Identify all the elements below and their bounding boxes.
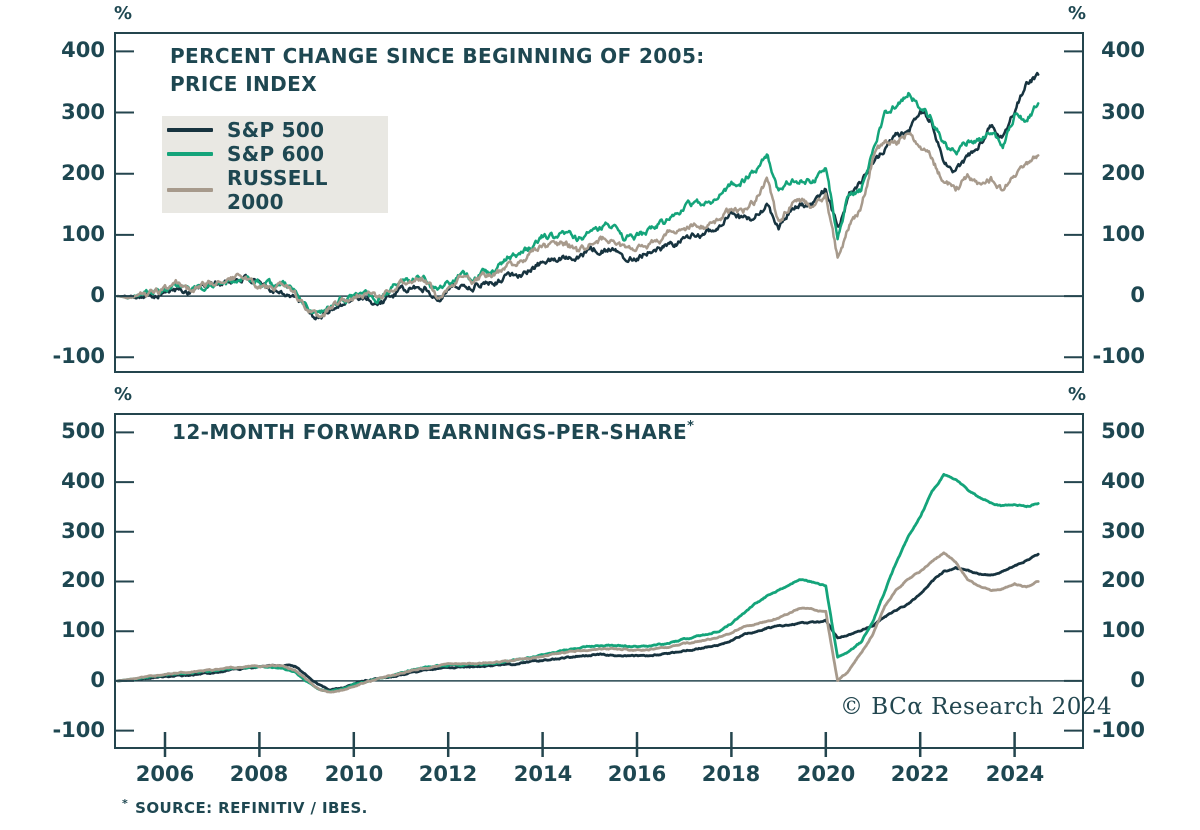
plot-border-top [114,32,1084,373]
panel-top [114,32,1084,373]
bottom-panel-title: 12-MONTH FORWARD EARNINGS-PER-SHARE* [172,419,694,444]
x-tick-label: 2006 [135,762,195,786]
top-panel-title-line1: PERCENT CHANGE SINCE BEGINNING OF 2005: [170,44,705,68]
legend: S&P 500 S&P 600 RUSSELL 2000 [162,116,388,214]
y-tick-label-left: 300 [61,100,105,124]
x-tick-label: 2016 [607,762,667,786]
legend-label-sp500: S&P 500 [227,118,325,142]
x-tick-label: 2010 [324,762,384,786]
top-panel-title-line2: PRICE INDEX [170,72,318,96]
percent-sign-top-left: % [113,3,133,24]
y-tick-label-right: 100 [1101,618,1145,642]
y-tick-label-right: 300 [1101,519,1145,543]
y-tick-label-left: 500 [61,419,105,443]
y-tick-label-right: 300 [1101,100,1145,124]
y-tick-label-left: 100 [61,618,105,642]
series-line-russell2000-bottom [116,551,1040,694]
legend-item-russell2000: RUSSELL 2000 [162,166,388,214]
footnote-text: SOURCE: REFINITIV / IBES. [135,799,368,817]
copyright: © BCα Research 2024 [840,694,1113,720]
series-line-sp500-bottom [116,552,1040,692]
x-tick-label: 2014 [513,762,573,786]
y-tick-label-right: 200 [1101,568,1145,592]
y-tick-label-left: 400 [61,38,105,62]
plot-border-bottom [114,413,1084,749]
x-tick-label: 2022 [890,762,950,786]
x-tick-label: 2018 [701,762,761,786]
y-tick-label-left: 100 [61,222,105,246]
source-footnote: * SOURCE: REFINITIV / IBES. [122,797,368,817]
footnote-asterisk: * [122,797,129,810]
y-tick-label-right: 0 [1130,283,1145,307]
x-tick-label: 2020 [796,762,856,786]
y-tick-label-right: 500 [1101,419,1145,443]
y-tick-label-right: -100 [1092,344,1145,368]
series-line-sp500-top [116,71,1040,321]
y-tick-label-left: 0 [90,283,105,307]
legend-label-sp600: S&P 600 [227,142,325,166]
series-line-russell2000-top [116,131,1040,319]
legend-item-sp600: S&P 600 [162,142,388,166]
legend-swatch-russell2000-line [167,188,213,192]
legend-swatch-sp500-line [167,128,213,132]
y-tick-label-right: 400 [1101,469,1145,493]
y-tick-label-right: 400 [1101,38,1145,62]
legend-swatch-sp600-line [167,152,213,156]
y-tick-label-right: 100 [1101,222,1145,246]
bottom-panel-title-footnote-mark: * [687,419,694,434]
panel-bottom [114,413,1084,757]
y-tick-label-right: 200 [1101,161,1145,185]
top-panel-title: PERCENT CHANGE SINCE BEGINNING OF 2005: … [170,42,705,98]
y-tick-label-left: 400 [61,469,105,493]
legend-item-sp500: S&P 500 [162,118,388,142]
legend-label-russell2000: RUSSELL 2000 [227,166,328,214]
y-tick-label-left: 0 [90,668,105,692]
y-tick-label-right: 0 [1130,668,1145,692]
x-tick-label: 2012 [418,762,478,786]
bottom-panel-title-text: 12-MONTH FORWARD EARNINGS-PER-SHARE [172,420,688,444]
percent-sign-top-right: % [1067,3,1087,24]
y-tick-label-left: 200 [61,568,105,592]
percent-sign-bottom-left: % [113,384,133,405]
x-tick-label: 2008 [229,762,289,786]
series-line-sp600-top [116,91,1040,315]
x-tick-label: 2024 [985,762,1045,786]
y-tick-label-left: -100 [52,344,105,368]
y-tick-label-left: 200 [61,161,105,185]
y-tick-label-left: -100 [52,718,105,742]
y-tick-label-right: -100 [1092,718,1145,742]
y-tick-label-left: 300 [61,519,105,543]
percent-sign-bottom-right: % [1067,384,1087,405]
series-line-sp600-bottom [116,472,1040,694]
